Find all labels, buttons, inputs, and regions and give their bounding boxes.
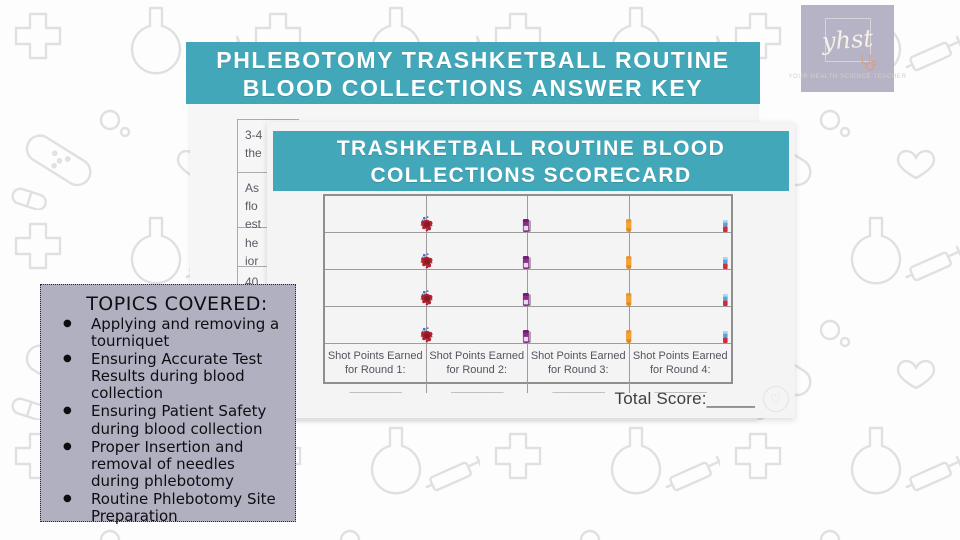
logo-monogram: yhst [821, 23, 874, 56]
round-3-points-blank: __________ [552, 382, 605, 393]
round-label: for Round 3: [547, 364, 609, 377]
logo-frame: yhst [821, 17, 877, 71]
topics-item: Proper Insertion and removal of needles … [55, 438, 285, 490]
logo-tagline: YOUR HEALTH SCIENCE TEACHER [788, 73, 907, 80]
blood-tube-icon [722, 256, 729, 270]
scorecard-table: Shot Points Earned for Round 1: ________… [323, 194, 733, 393]
scorecard-cell [528, 270, 630, 307]
scorecard-cell [426, 307, 529, 344]
scorecard-cell [629, 196, 731, 233]
topics-title: TOPICS COVERED: [86, 293, 268, 315]
total-score-label: Total Score:_____ [615, 389, 755, 409]
scorecard-cell [325, 196, 427, 233]
topics-item: Ensuring Patient Safety during blood col… [55, 403, 285, 437]
topics-item: Ensuring Accurate Test Results during bl… [55, 351, 285, 402]
round-2-points-blank: __________ [451, 382, 503, 393]
scorecard-cell [629, 233, 731, 270]
blood-tube-icon [722, 219, 729, 233]
total-score-text: Total Score: [614, 389, 707, 408]
topics-item: Applying and removing a tourniquet [55, 315, 285, 350]
round-4-points-cell: Shot Points Earned for Round 4: ________… [630, 344, 732, 393]
scorecard-cell [629, 307, 731, 344]
total-score-blank: _____ [706, 389, 755, 408]
scorecard-cell [426, 270, 529, 307]
round-label: for Round 4: [649, 364, 711, 377]
round-label: Shot Points Earned [530, 350, 626, 362]
scorecard-cell [528, 307, 630, 344]
topics-item: Routine Phlebotomy Site Preparation [55, 490, 285, 525]
round-2-points-cell: Shot Points Earned for Round 2: ________… [427, 344, 528, 393]
scorecard-cell [629, 270, 731, 307]
scorecard-title-banner: TRASHKETBALL ROUTINE BLOOD COLLECTIONS S… [273, 131, 789, 191]
round-label: for Round 2: [446, 364, 508, 377]
round-1-points-blank: __________ [349, 382, 402, 393]
answer-key-title-banner: PHLEBOTOMY TRASHKETBALL ROUTINE BLOOD CO… [186, 42, 760, 104]
scorecard-cell [426, 196, 529, 233]
round-label: Shot Points Earned [429, 350, 525, 362]
total-score-row: Total Score:_____ ♡ [615, 383, 792, 415]
round-3-points-cell: Shot Points Earned for Round 3: ________… [528, 344, 630, 393]
blood-tube-icon [722, 330, 729, 344]
scorecard-cell [528, 196, 630, 233]
scorecard-cell [426, 233, 529, 270]
scorecard-cell [528, 233, 630, 270]
scorecard-cell [325, 270, 427, 307]
stethoscope-icon [860, 53, 877, 71]
topics-covered-box: TOPICS COVERED: Applying and removing a … [40, 284, 296, 525]
blood-tube-icon [722, 293, 729, 307]
yhst-logo: yhst YOUR HEALTH SCIENCE TEACHER [788, 5, 906, 92]
round-1-points-cell: Shot Points Earned for Round 1: ________… [325, 344, 427, 393]
round-label: Shot Points Earned [632, 350, 728, 362]
scorecard-title-line1: TRASHKETBALL ROUTINE BLOOD [336, 137, 726, 160]
topics-list: Applying and removing a tourniquet Ensur… [55, 315, 285, 525]
scorecard-cell [325, 307, 427, 344]
scorecard-cell [325, 233, 427, 270]
round-label: for Round 1: [344, 364, 406, 377]
heart-badge-icon: ♡ [760, 383, 792, 415]
round-4-points-blank: __________ [654, 382, 707, 393]
answer-key-title-line1: PHLEBOTOMY TRASHKETBALL ROUTINE [216, 47, 730, 73]
scorecard-page: TRASHKETBALL ROUTINE BLOOD COLLECTIONS S… [267, 122, 795, 418]
scorecard-title-line2: COLLECTIONS SCORECARD [370, 164, 692, 187]
round-label: Shot Points Earned [327, 350, 423, 362]
answer-key-title-line2: BLOOD COLLECTIONS ANSWER KEY [242, 75, 704, 101]
